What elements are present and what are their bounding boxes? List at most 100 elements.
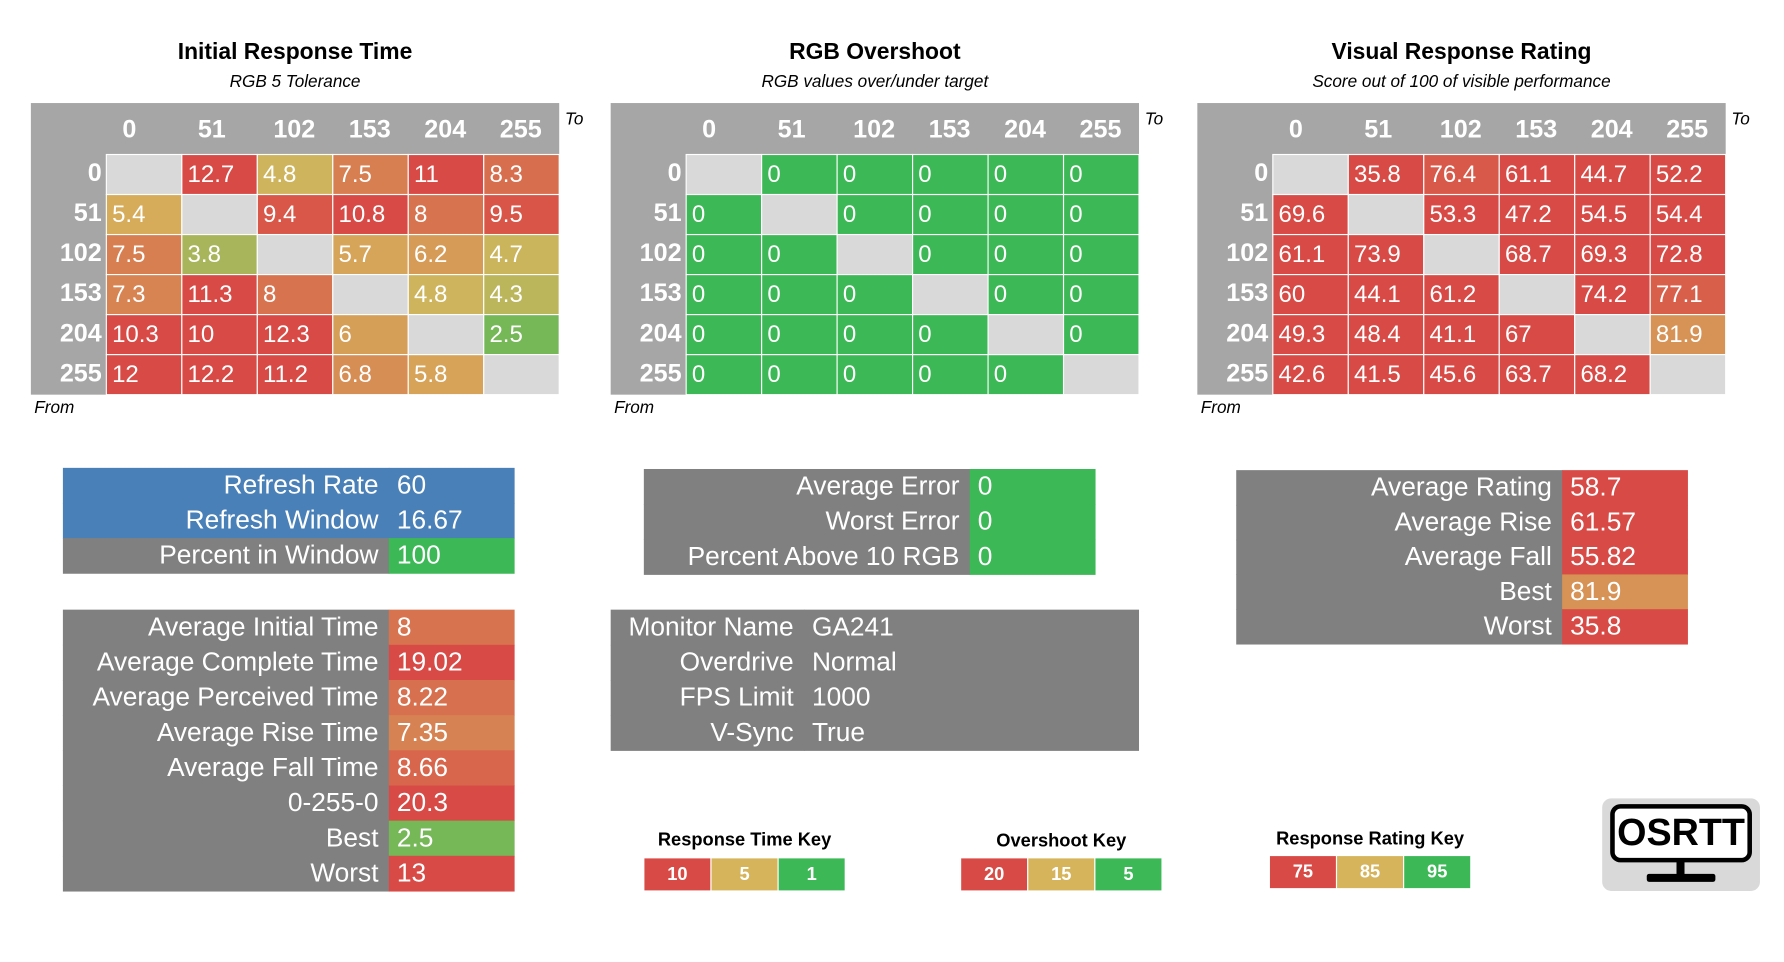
- panel-label-cell: [1236, 574, 1563, 610]
- cell-value: 4.8: [414, 281, 447, 308]
- cell-value: 0: [843, 361, 856, 388]
- row-header: 0: [668, 159, 682, 187]
- cell-value: 68.2: [1580, 361, 1627, 388]
- row-header: 102: [60, 239, 102, 267]
- matrix-cell: [1649, 354, 1727, 396]
- matrix-cell: [987, 314, 1065, 356]
- panel-label-cell: [1236, 539, 1563, 576]
- matrix-cell: [1498, 314, 1576, 356]
- matrix-cell: [181, 193, 258, 236]
- matrix-cell: [1062, 193, 1140, 236]
- panel-label: Average Initial Time: [148, 611, 378, 641]
- cell-value: 6.8: [339, 361, 372, 388]
- panel-label-cell: [62, 679, 390, 716]
- row-header: 51: [74, 199, 102, 227]
- key-cell: [777, 857, 846, 892]
- matrix-cell: [1272, 354, 1349, 396]
- cell-value: 61.2: [1429, 281, 1476, 308]
- panel-value-cell: [1562, 504, 1688, 541]
- matrix-cell: [1649, 153, 1727, 196]
- matrix-cell: [105, 314, 183, 356]
- cell-value: 69.6: [1279, 201, 1326, 228]
- panel-value-cell: [388, 679, 515, 716]
- matrix-cell: [761, 354, 838, 396]
- panel-value: 2.5: [397, 822, 434, 852]
- cell-value: 12: [112, 361, 139, 388]
- cell-value: 0: [843, 281, 856, 308]
- matrix-cell: [987, 153, 1065, 196]
- matrix-cell: [1062, 233, 1140, 276]
- panel-value-cell: [803, 609, 1140, 646]
- matrix-cell: [181, 354, 258, 396]
- cell-value: 12.3: [263, 321, 310, 348]
- matrix-cell: [761, 233, 838, 276]
- cell-value: 7.5: [339, 161, 372, 188]
- cell-value: 68.7: [1505, 241, 1552, 268]
- cell-value: 0: [767, 161, 780, 188]
- row-header: 204: [1226, 319, 1268, 347]
- matrix-subtitle: Score out of 100 of visible performance: [1312, 71, 1610, 91]
- panel-value-cell: [1562, 470, 1688, 506]
- cell-value: 0: [843, 201, 856, 228]
- panel-value: 55.82: [1570, 541, 1636, 571]
- matrix-cell: [761, 314, 838, 356]
- matrix-cell: [912, 354, 989, 396]
- logo-base: [1646, 873, 1716, 882]
- panel-value: 19.02: [397, 646, 463, 676]
- cell-value: 9.4: [263, 201, 296, 228]
- matrix-cell: [483, 354, 560, 396]
- key-value: 75: [1293, 861, 1313, 882]
- key-value: 10: [667, 863, 687, 884]
- matrix-cell: [332, 153, 409, 196]
- row-header: 51: [654, 199, 682, 227]
- cell-value: 4.3: [489, 281, 522, 308]
- matrix-cell: [1347, 274, 1425, 316]
- matrix-cell: [332, 274, 409, 316]
- matrix-cell: [1574, 233, 1651, 276]
- to-label: To: [1731, 109, 1749, 129]
- cell-value: 4.8: [263, 161, 296, 188]
- matrix-cell: [1062, 153, 1140, 196]
- matrix-cell: [483, 314, 560, 356]
- cell-value: 5.8: [414, 361, 447, 388]
- matrix-cell: [1649, 233, 1727, 276]
- key-cell: [1268, 854, 1338, 890]
- panel-value-cell: [969, 468, 1096, 505]
- cell-value: 74.2: [1580, 281, 1627, 308]
- matrix-cell: [1574, 153, 1651, 196]
- panel-label-cell: [62, 609, 390, 646]
- cell-value: 48.4: [1354, 321, 1401, 348]
- panel-value-cell: [388, 750, 515, 787]
- panel-label: FPS Limit: [680, 682, 795, 712]
- matrix-cell: [256, 153, 334, 196]
- panel-label: Average Rise Time: [157, 717, 379, 747]
- cell-value: 5.7: [339, 241, 372, 268]
- matrix-title: Initial Response Time: [178, 38, 413, 64]
- cell-value: 0: [1069, 281, 1082, 308]
- matrix-cell: [483, 153, 560, 196]
- cell-value: 6: [339, 321, 352, 348]
- column-header: 153: [1515, 116, 1557, 144]
- column-header: 204: [1004, 116, 1046, 144]
- matrix-cell: [1574, 193, 1651, 236]
- column-header: 102: [273, 116, 315, 144]
- matrix-cell: [1498, 233, 1576, 276]
- cell-value: 0: [994, 241, 1007, 268]
- cell-value: 41.5: [1354, 361, 1401, 388]
- matrix-cell: [1498, 153, 1576, 196]
- column-header: 51: [198, 116, 226, 144]
- column-header: 204: [424, 116, 466, 144]
- key-value: 95: [1427, 861, 1447, 882]
- cell-value: 72.8: [1656, 241, 1703, 268]
- cell-value: 47.2: [1505, 201, 1552, 228]
- panel-label-cell: [1236, 470, 1563, 506]
- panel-label: V-Sync: [710, 717, 793, 747]
- panel-value: 0: [978, 471, 993, 501]
- panel-value-cell: [803, 715, 1140, 751]
- panel-value: 1000: [812, 682, 871, 712]
- panel-value: 20.3: [397, 787, 448, 817]
- matrix-cell: [181, 233, 258, 276]
- column-header: 0: [122, 116, 136, 144]
- cell-value: 10.8: [339, 201, 386, 228]
- cell-value: 9.5: [489, 201, 522, 228]
